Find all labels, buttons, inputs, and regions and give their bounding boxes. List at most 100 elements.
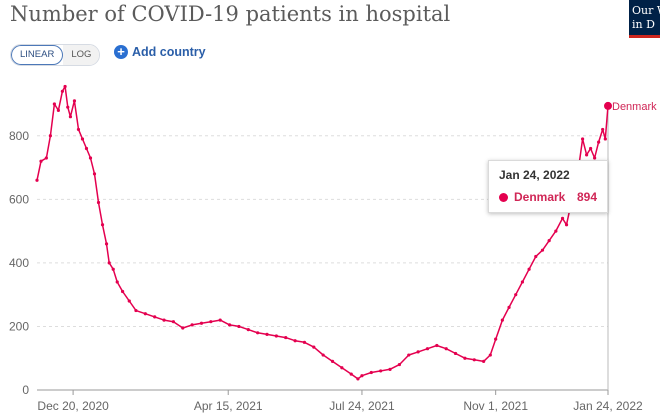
data-point [435,343,439,348]
data-point [554,229,558,233]
data-point [218,318,222,322]
log-scale-button[interactable]: LOG [63,45,100,65]
data-point [44,156,48,160]
data-point [84,146,89,151]
series-dot-icon [499,192,508,202]
linear-scale-button[interactable]: LINEAR [11,45,64,65]
data-point [340,366,344,370]
data-point [463,356,467,360]
data-point [120,289,125,294]
data-point [190,323,194,327]
tooltip-value: 894 [576,190,597,204]
x-tick-label: Apr 15, 2021 [194,399,263,413]
data-point [597,140,601,144]
series-end-label: Denmark [612,101,657,113]
data-point [143,312,147,316]
data-point [356,377,360,381]
data-point [39,159,43,163]
data-point [507,305,511,309]
data-point [63,84,67,89]
x-tick-label: Dec 20, 2020 [37,399,109,413]
scale-toggle: LINEAR LOG [10,44,101,66]
data-point [444,347,448,351]
data-point [56,108,60,112]
data-point [369,370,373,375]
data-point [407,353,411,357]
data-point [540,248,545,252]
data-point [66,105,70,109]
data-point [416,350,420,354]
data-point [514,293,518,297]
data-point [104,242,109,246]
data-point [237,324,241,329]
data-point [388,367,392,371]
data-point [494,337,498,341]
data-point [472,358,476,362]
data-point [68,115,73,119]
data-point [153,315,157,319]
data-point [100,223,105,227]
y-tick-label: 600 [9,192,29,206]
data-point [603,137,607,141]
data-point [580,137,585,141]
data-point [274,334,278,338]
data-point [482,359,486,363]
data-point [265,332,269,336]
data-point [134,308,138,313]
owid-logo[interactable]: Our W in D [629,0,660,38]
plus-circle-icon: + [114,45,128,59]
data-point [379,369,383,373]
series-line [36,85,609,380]
data-point [360,374,364,378]
y-tick-label: 200 [9,319,29,333]
tooltip-row: Denmark 894 [499,190,597,204]
data-point [199,321,204,325]
data-point [585,153,589,157]
data-point [92,172,97,176]
data-point [162,318,166,322]
data-point [96,200,101,205]
tooltip: Jan 24, 2022 Denmark 894 [488,160,608,213]
tooltip-country: Denmark [514,190,566,204]
data-point [181,326,185,330]
add-country-button[interactable]: + Add country [114,45,206,59]
data-point [601,127,605,132]
y-tick-label: 0 [22,383,29,397]
data-point [52,102,56,106]
data-point [107,261,111,265]
y-tick-label: 400 [9,256,29,270]
data-point [227,323,232,327]
data-point [589,146,593,151]
data-point [246,328,250,332]
add-country-label: Add country [132,45,206,59]
data-point [330,359,335,363]
data-point [88,156,93,160]
data-point [453,351,458,356]
data-point [520,280,525,284]
logo-text-line2: in D [632,18,655,31]
data-point [80,137,85,141]
x-tick-label: Jul 24, 2021 [329,399,395,413]
y-tick-label: 800 [9,129,29,143]
data-point [349,372,353,376]
data-point [72,99,77,103]
x-tick-label: Nov 1, 2021 [463,399,528,413]
data-point [284,335,288,340]
data-point [48,134,52,138]
data-point [488,353,492,357]
data-point [560,216,565,220]
data-point [397,362,401,367]
data-point [35,178,39,182]
data-point [312,345,316,349]
data-point [60,89,65,93]
data-point [593,156,597,160]
data-point [564,223,569,227]
data-point [500,318,504,322]
data-point [209,320,213,324]
data-point [111,267,115,271]
data-point [534,254,538,259]
logo-text-line1: Our W [632,4,660,17]
x-tick-label: Jan 24, 2022 [573,399,643,413]
data-point [425,347,430,351]
data-point [321,353,325,357]
